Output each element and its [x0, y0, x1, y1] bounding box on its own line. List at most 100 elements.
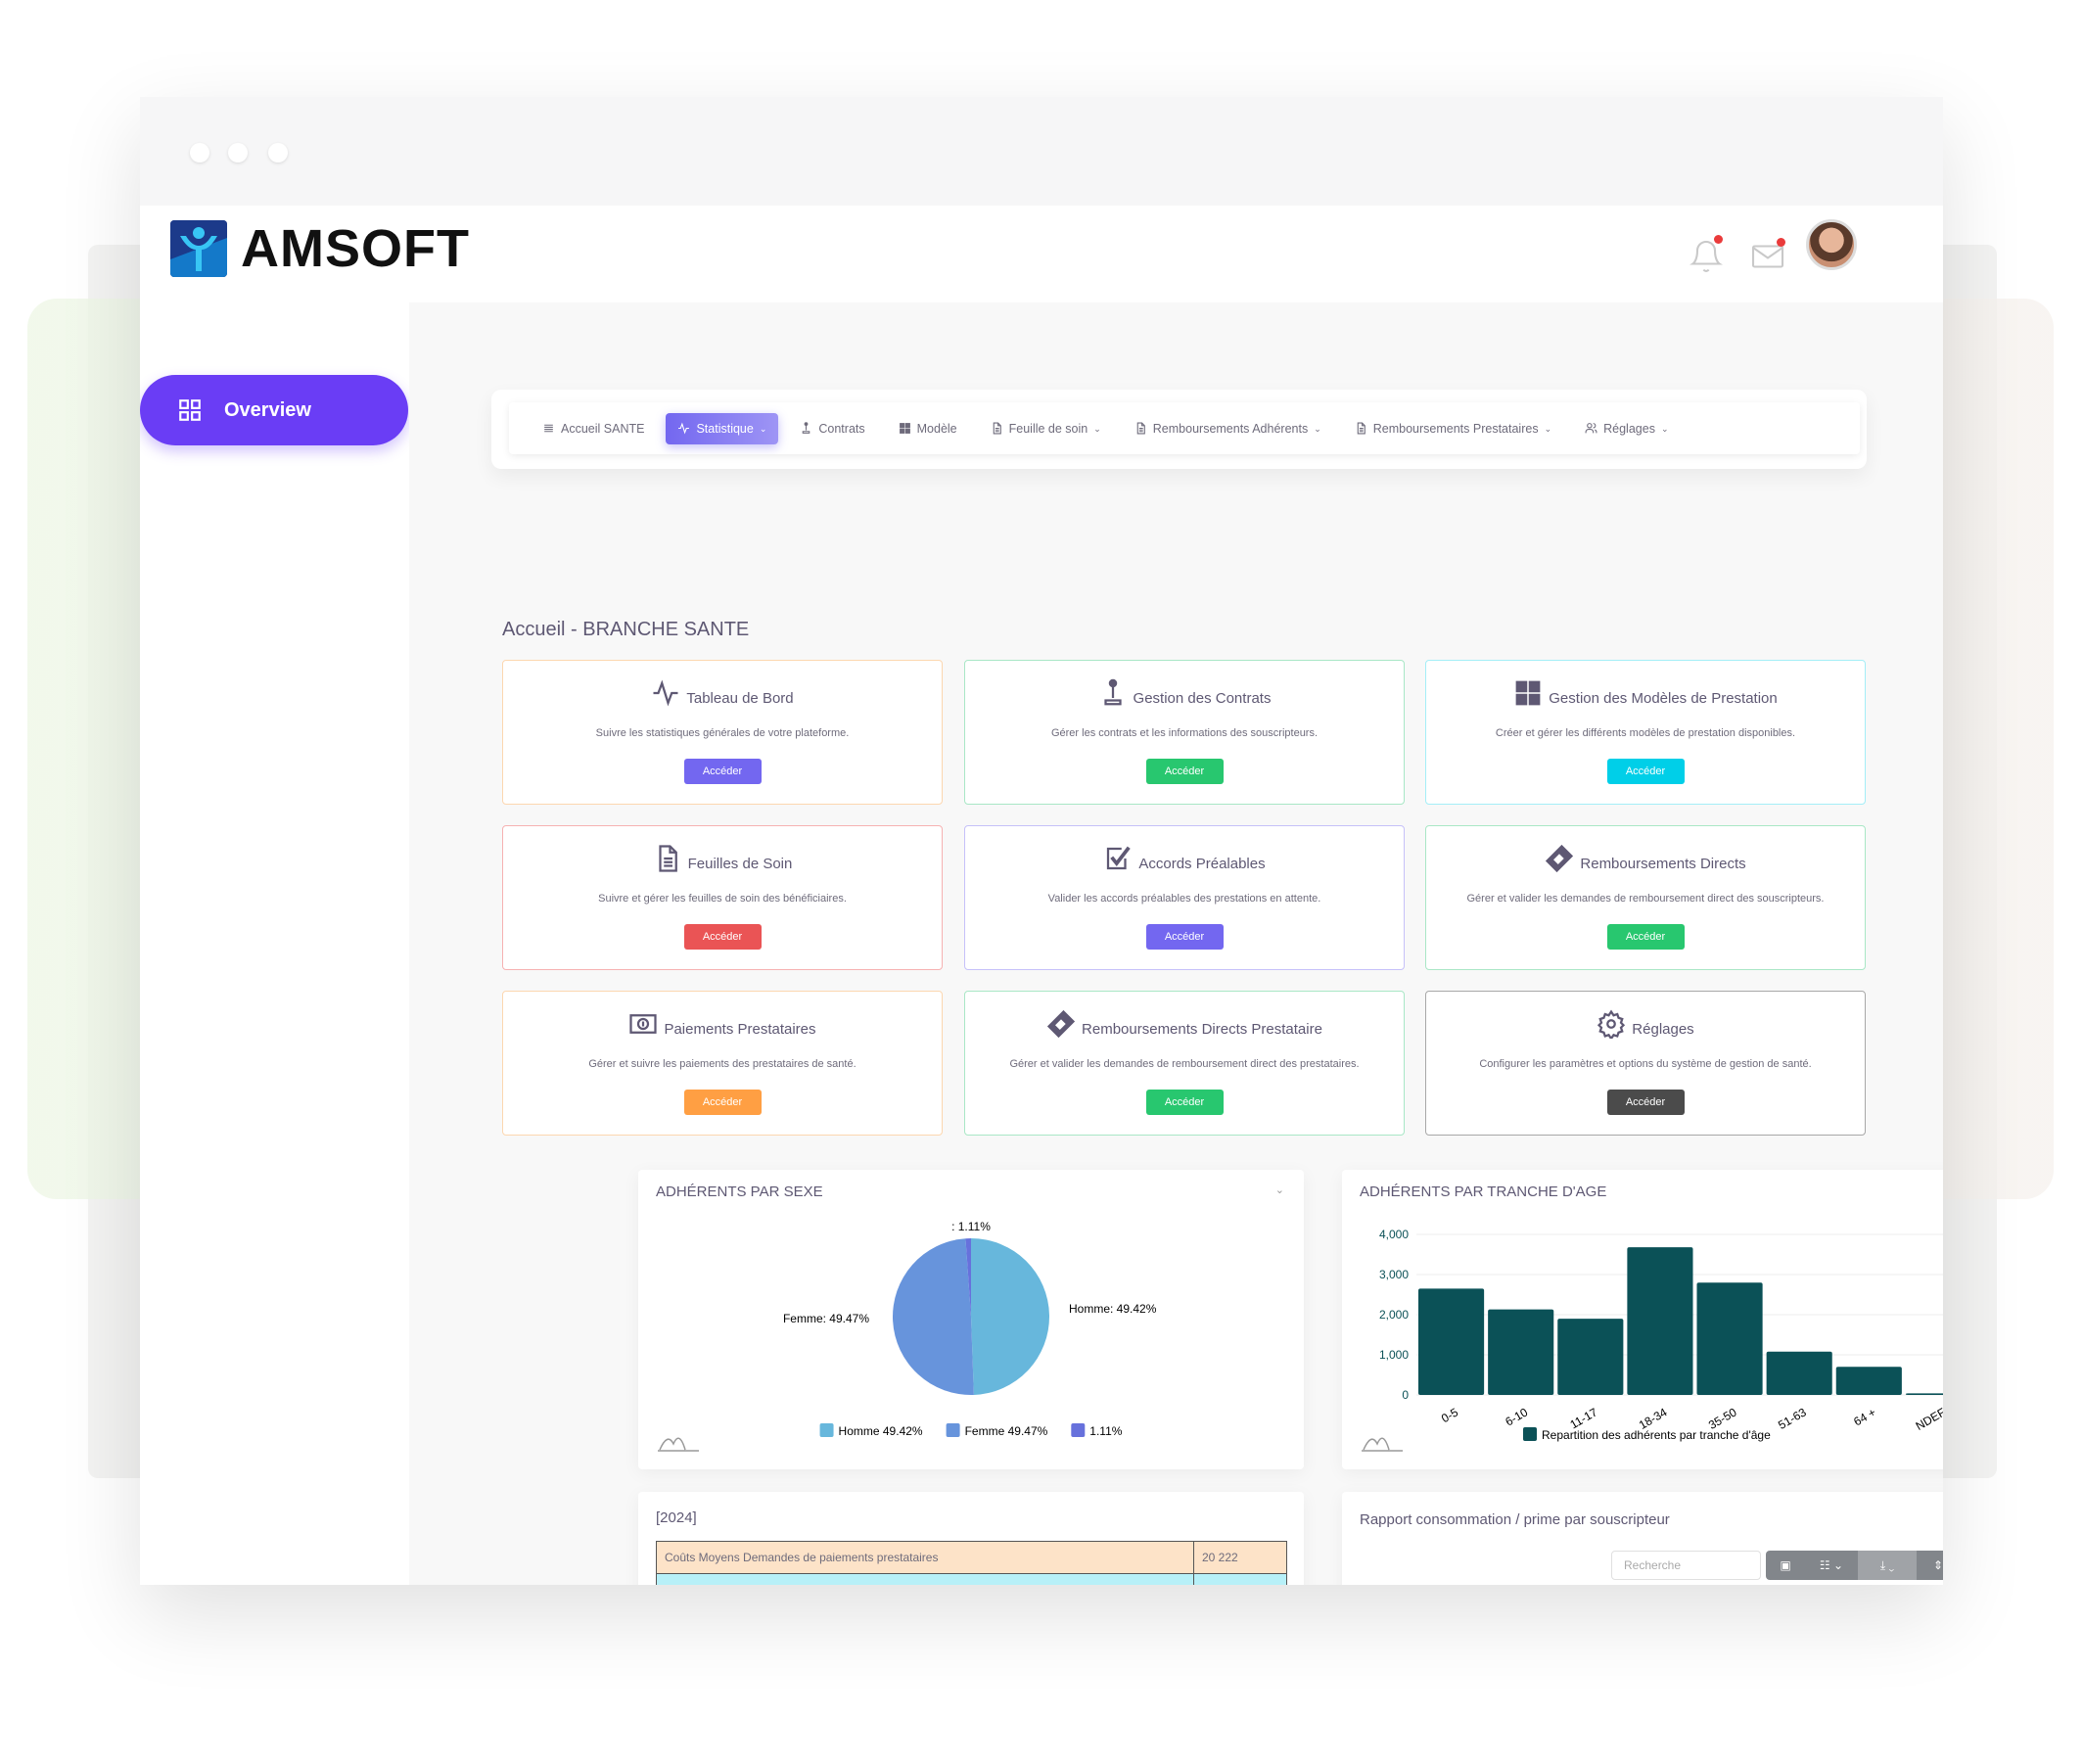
bar[interactable]: [1418, 1288, 1485, 1395]
pie-slice[interactable]: [893, 1238, 974, 1395]
age-chart-panel: 0 1,000 2,000 3,000 4,000 0-5 6-10 11-17 18-34 35…: [1342, 1170, 1943, 1469]
nav-item-label: Remboursements Adhérents: [1152, 421, 1309, 436]
chevron-down-icon: ⌄: [1093, 423, 1101, 434]
nav-item-remboursements-adh-rents[interactable]: Remboursements Adhérents ⌄: [1123, 413, 1333, 444]
legend-label[interactable]: Femme 49.47%: [965, 1424, 1048, 1438]
card-description: Créer et gérer les différents modèles de…: [1495, 727, 1796, 739]
search-input[interactable]: Recherche: [1611, 1551, 1761, 1580]
legend-label[interactable]: Repartition des adhérents par tranche d'…: [1542, 1428, 1771, 1442]
y-tick-label: 1,000: [1379, 1348, 1409, 1362]
summary-title: [2024]: [656, 1509, 697, 1526]
legend-swatch[interactable]: [946, 1423, 960, 1437]
nav-item-mod-le[interactable]: Modèle: [887, 413, 969, 444]
sidebar: Overview: [140, 302, 409, 1585]
acceder-button[interactable]: Accéder: [683, 924, 762, 950]
joystick-icon: [1103, 678, 1122, 706]
window-close-dot[interactable]: [190, 143, 209, 162]
acceder-button[interactable]: Accéder: [1145, 1090, 1224, 1115]
user-avatar[interactable]: [1806, 219, 1857, 270]
acceder-button[interactable]: Accéder: [1145, 924, 1224, 950]
app-header: AMSOFT: [140, 206, 1943, 302]
sidebar-item-label: Overview: [224, 398, 311, 421]
sort-button[interactable]: ⇕: [1917, 1551, 1943, 1580]
x-tick-label: 64 +: [1851, 1405, 1878, 1428]
acceder-button[interactable]: Accéder: [1606, 924, 1685, 950]
legend-swatch[interactable]: [819, 1423, 834, 1437]
summary-label: Coûts Moyens Demandes de remboursements …: [656, 1573, 1194, 1585]
card-description: Suivre et gérer les feuilles de soin des…: [598, 893, 847, 905]
file-icon: [1357, 422, 1366, 435]
slice-label: Homme: 49.42%: [1069, 1302, 1157, 1316]
nav-item-accueil-sante[interactable]: Accueil SANTE: [531, 413, 656, 444]
acceder-button[interactable]: Accéder: [683, 759, 762, 784]
nav-item-r-glages[interactable]: Réglages ⌄: [1573, 413, 1680, 444]
nav-item-contrats[interactable]: Contrats: [788, 413, 876, 444]
grid-icon: [899, 423, 910, 434]
mail-icon[interactable]: [1749, 238, 1785, 274]
columns-button[interactable]: ☷ ⌄: [1805, 1551, 1858, 1580]
card-title: Tableau de Bord: [686, 690, 794, 707]
card-description: Gérer les contrats et les informations d…: [1050, 727, 1319, 739]
nav-item-statistique[interactable]: Statistique ⌄: [666, 412, 779, 444]
title-bar: [140, 97, 1943, 206]
module-card: Gestion des Modèles de Prestation Créer …: [1425, 660, 1866, 805]
acceder-button[interactable]: Accéder: [683, 1090, 762, 1115]
gender-chart-panel: Homme: 49.42% Femme: 49.47%: 1.11% Homme 4…: [638, 1170, 1304, 1469]
module-card: Accords Préalables Valider les accords p…: [964, 825, 1405, 970]
sidebar-item-overview[interactable]: Overview: [140, 375, 408, 445]
chevron-down-icon[interactable]: ⌄: [1274, 1184, 1284, 1196]
module-card: Paiements Prestataires Gérer et suivre l…: [502, 991, 943, 1136]
nav-item-label: Statistique: [696, 421, 754, 436]
nav-item-label: Réglages: [1603, 421, 1655, 436]
bar[interactable]: [1835, 1367, 1902, 1395]
nav-item-feuille-de-soin[interactable]: Feuille de soin ⌄: [979, 413, 1113, 444]
acceder-button[interactable]: Accéder: [1606, 759, 1685, 784]
card-title: Remboursements Directs: [1580, 856, 1746, 872]
nav-item-remboursements-prestataires[interactable]: Remboursements Prestataires ⌄: [1343, 413, 1563, 444]
summary-panel: [2024] Coûts Moyens Demandes de paiement…: [638, 1492, 1304, 1585]
x-tick-label: 0-5: [1439, 1405, 1460, 1425]
card-description: Gérer et suivre les paiements des presta…: [588, 1058, 856, 1070]
legend-swatch[interactable]: [1523, 1427, 1537, 1441]
file-icon: [659, 845, 677, 872]
y-tick-label: 3,000: [1379, 1268, 1409, 1281]
main-content: Accueil SANTE Statistique ⌄ Contrats Modèle F…: [409, 302, 1943, 1585]
bar[interactable]: [1488, 1309, 1554, 1395]
chevron-down-icon: ⌄: [1660, 423, 1669, 434]
amcharts-logo-icon[interactable]: [1362, 1437, 1403, 1452]
x-tick-label: 6-10: [1503, 1405, 1530, 1428]
money-icon: [629, 1014, 658, 1034]
export-button[interactable]: ⤓ ⌄: [1858, 1551, 1917, 1580]
toggle-view-button[interactable]: ▣: [1766, 1551, 1805, 1580]
logo[interactable]: AMSOFT: [170, 219, 470, 278]
summary-value: 20 222: [1193, 1541, 1287, 1574]
logo-text: AMSOFT: [241, 219, 470, 278]
browser-window: AMSOFT Overview Accueil SANTE Statistique…: [140, 97, 1943, 1585]
card-description: Configurer les paramètres et options du …: [1479, 1058, 1812, 1070]
file-icon: [993, 422, 1001, 435]
grid-icon: [1515, 680, 1541, 706]
summary-row: Coûts Moyens Demandes de remboursements …: [656, 1573, 1287, 1585]
bar[interactable]: [1557, 1319, 1624, 1395]
bar[interactable]: [1905, 1393, 1943, 1395]
bar[interactable]: [1766, 1351, 1832, 1395]
chevron-down-icon: ⌄: [759, 423, 767, 434]
nav-item-label: Modèle: [916, 421, 957, 436]
window-maximize-dot[interactable]: [268, 143, 288, 162]
card-title: Feuilles de Soin: [687, 856, 793, 872]
amcharts-logo-icon[interactable]: [658, 1437, 699, 1452]
legend-label[interactable]: 1.11%: [1089, 1424, 1122, 1438]
acceder-button[interactable]: Accéder: [1145, 759, 1224, 784]
legend-swatch[interactable]: [1071, 1423, 1086, 1437]
pie-slice[interactable]: [971, 1238, 1049, 1395]
bar[interactable]: [1696, 1282, 1763, 1395]
card-title: Réglages: [1632, 1021, 1694, 1038]
bell-icon[interactable]: [1689, 235, 1724, 274]
acceder-button[interactable]: Accéder: [1606, 1090, 1685, 1115]
legend-label[interactable]: Homme 49.42%: [839, 1424, 923, 1438]
card-description: Valider les accords préalables des prest…: [1047, 893, 1321, 905]
window-minimize-dot[interactable]: [228, 143, 248, 162]
bar[interactable]: [1627, 1247, 1693, 1395]
y-tick-label: 0: [1402, 1388, 1409, 1402]
pie-slice[interactable]: [965, 1238, 971, 1317]
